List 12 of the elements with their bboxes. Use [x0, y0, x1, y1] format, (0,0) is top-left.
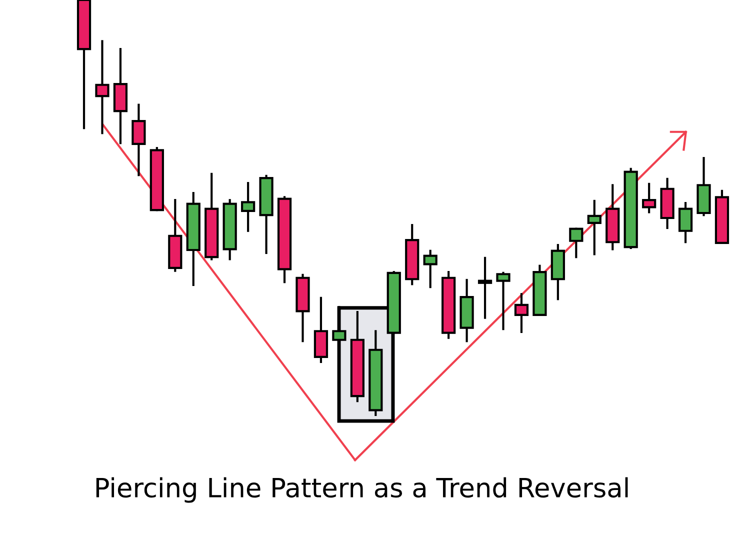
candlestick — [569, 228, 584, 258]
candlestick — [678, 202, 693, 244]
candlestick — [514, 293, 529, 334]
candlestick — [496, 272, 510, 330]
text: Piercing Line Pattern as a Trend Reversal — [96, 477, 628, 503]
candlestick — [95, 40, 110, 134]
candlestick — [132, 104, 146, 176]
candlestick — [642, 182, 656, 214]
candlestick — [478, 256, 492, 319]
candlestick — [423, 250, 438, 288]
candlestick — [241, 182, 256, 232]
candlestick — [587, 200, 602, 256]
